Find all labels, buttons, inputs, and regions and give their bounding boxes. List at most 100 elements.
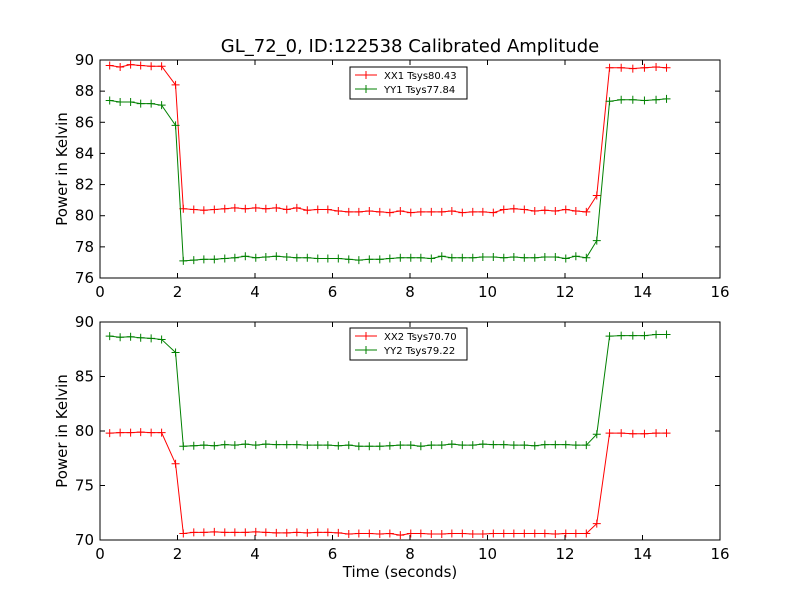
y-tick-label: 90 [75, 51, 94, 69]
data-point-marker [344, 255, 353, 264]
data-point-marker [489, 440, 498, 449]
data-point-marker [344, 441, 353, 450]
legend-marker-swatch [362, 85, 370, 93]
y-tick-label: 75 [75, 477, 94, 495]
data-point-marker [261, 440, 270, 449]
data-point-marker [628, 95, 637, 104]
data-point-marker [458, 208, 467, 217]
data-point-marker [617, 331, 626, 340]
data-point-marker [334, 207, 343, 216]
legend-entry-label: XX2 Tsys70.70 [384, 332, 457, 343]
data-point-marker [220, 440, 229, 449]
data-point-marker [416, 253, 425, 262]
y-tick-label: 86 [75, 113, 94, 131]
data-point-marker [489, 208, 498, 217]
data-point-marker [241, 440, 250, 449]
data-point-marker [241, 252, 250, 261]
y-tick-label: 70 [75, 531, 94, 549]
legend-marker-swatch [362, 346, 370, 354]
data-point-marker [303, 253, 312, 262]
legend-entry-label: XX1 Tsys80.43 [384, 71, 457, 82]
data-point-marker [354, 256, 363, 265]
data-point-marker [592, 236, 601, 245]
data-point-marker [582, 253, 591, 262]
data-point-marker [628, 429, 637, 438]
y-tick-label: 80 [75, 422, 94, 440]
data-point-marker [126, 428, 135, 437]
data-point-marker [640, 96, 649, 105]
data-point-marker [136, 333, 145, 342]
data-point-marker [354, 442, 363, 451]
x-tick-label: 4 [250, 283, 260, 301]
data-point-marker [105, 332, 114, 341]
data-point-marker [582, 529, 591, 538]
data-point-marker [499, 440, 508, 449]
data-point-marker [561, 440, 570, 449]
x-tick-label: 14 [633, 545, 652, 563]
data-point-marker [468, 530, 477, 539]
data-point-marker [447, 529, 456, 538]
data-point-marker [189, 256, 198, 265]
data-point-marker [303, 206, 312, 215]
data-point-marker [272, 528, 281, 537]
data-point-marker [447, 253, 456, 262]
data-point-marker [416, 529, 425, 538]
data-point-marker [406, 253, 415, 262]
data-point-marker [396, 441, 405, 450]
x-tick-label: 12 [555, 283, 574, 301]
data-point-marker [605, 332, 614, 341]
x-tick-label: 0 [95, 545, 105, 563]
data-point-marker [220, 204, 229, 213]
y-axis-label: Power in Kelvin [53, 112, 71, 226]
data-point-marker [489, 252, 498, 261]
data-point-marker [199, 441, 208, 450]
figure-title: GL_72_0, ID:122538 Calibrated Amplitude [221, 36, 599, 57]
data-point-marker [520, 253, 529, 262]
data-point-marker [437, 252, 446, 261]
data-point-marker [116, 428, 125, 437]
data-point-marker [530, 207, 539, 216]
data-point-marker [499, 529, 508, 538]
data-point-marker [365, 255, 374, 264]
data-point-marker [489, 529, 498, 538]
data-point-marker [147, 99, 156, 108]
data-point-marker [447, 207, 456, 216]
data-point-marker [210, 205, 219, 214]
data-point-marker [147, 334, 156, 343]
data-point-marker [540, 440, 549, 449]
data-point-marker [189, 441, 198, 450]
data-point-marker [126, 98, 135, 107]
data-point-marker [105, 96, 114, 105]
data-point-marker [406, 529, 415, 538]
data-point-marker [478, 440, 487, 449]
data-point-marker [157, 428, 166, 437]
data-point-marker [313, 441, 322, 450]
data-point-marker [303, 441, 312, 450]
data-point-marker [375, 207, 384, 216]
x-tick-label: 12 [555, 545, 574, 563]
data-point-marker [147, 428, 156, 437]
data-point-marker [592, 191, 601, 200]
plot-panel-2: 0 2 4 6 8 10 12 14 16 70 75 80 85 90 Power in Kelvin Ti… [53, 313, 730, 581]
data-point-marker [427, 441, 436, 450]
x-tick-label: 2 [173, 283, 183, 301]
data-point-marker [540, 206, 549, 215]
data-point-marker [499, 205, 508, 214]
data-point-marker [416, 442, 425, 451]
data-point-marker [406, 208, 415, 217]
data-point-marker [241, 528, 250, 537]
data-point-marker [540, 252, 549, 261]
data-point-marker [157, 335, 166, 344]
data-point-marker [551, 440, 560, 449]
data-point-marker [354, 529, 363, 538]
x-tick-label: 4 [250, 545, 260, 563]
data-point-marker [272, 440, 281, 449]
data-point-marker [171, 459, 180, 468]
data-point-marker [571, 252, 580, 261]
data-point-marker [458, 441, 467, 450]
data-point-marker [396, 207, 405, 216]
data-point-marker [220, 528, 229, 537]
x-tick-label: 16 [710, 545, 729, 563]
legend-entry-label: YY1 Tsys77.84 [383, 85, 455, 96]
